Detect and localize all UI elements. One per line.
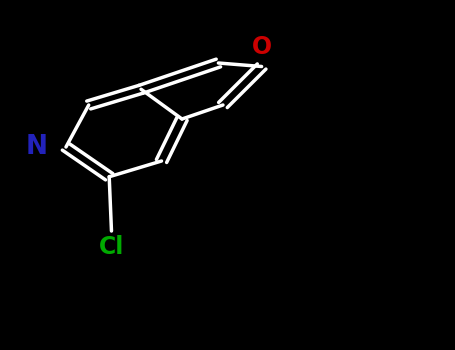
Text: O: O: [252, 35, 272, 60]
Text: N: N: [26, 134, 48, 160]
Text: Cl: Cl: [99, 234, 124, 259]
